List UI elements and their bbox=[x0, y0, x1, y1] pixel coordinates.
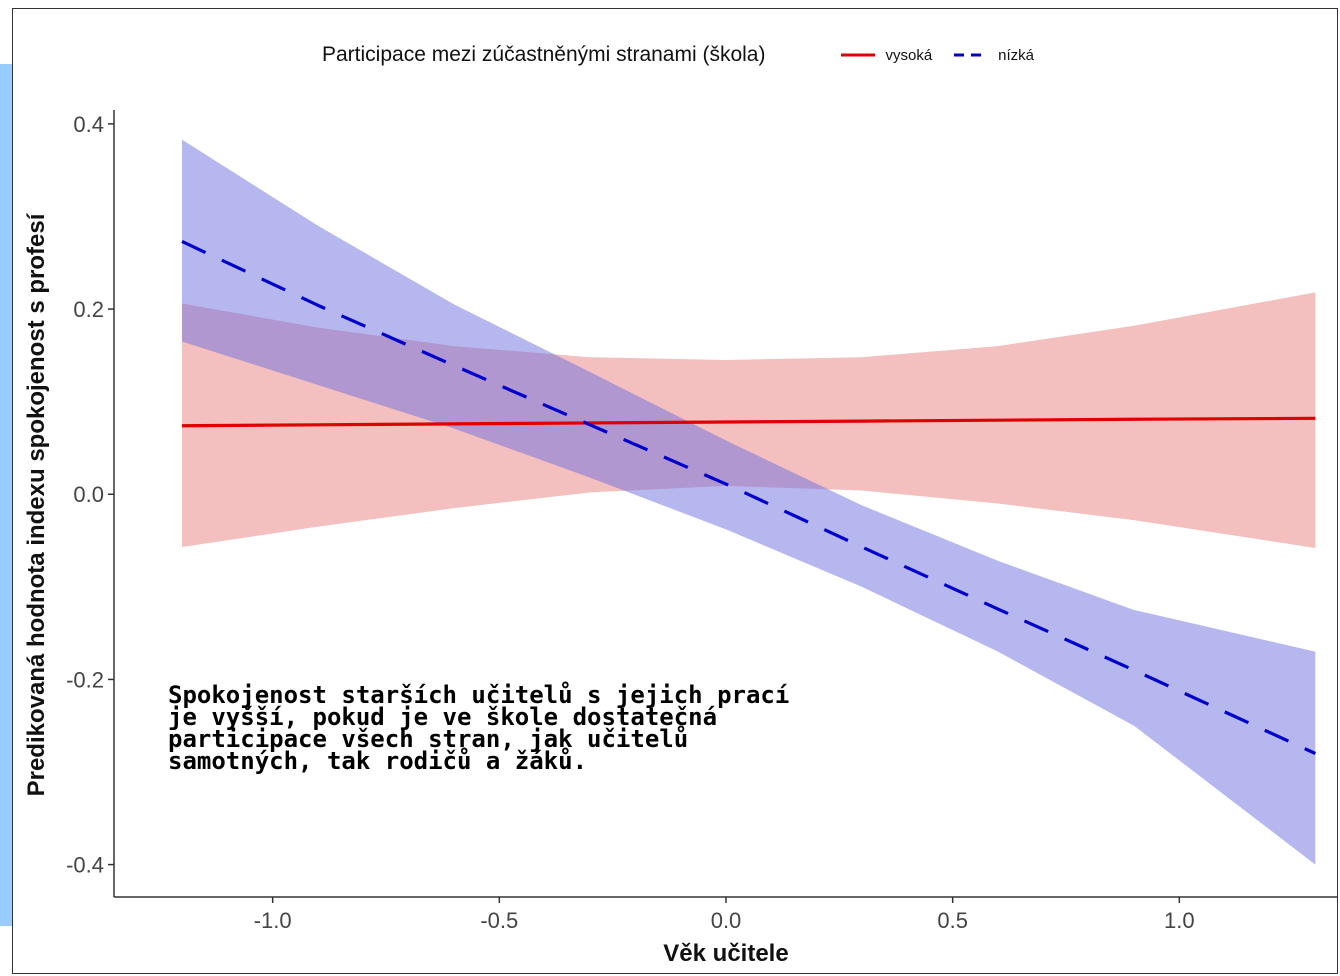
y-tick-label: 0.0 bbox=[73, 482, 104, 507]
y-tick-label: -0.2 bbox=[66, 667, 104, 692]
legend-item-nizka: nízká bbox=[954, 47, 1034, 64]
side-accent-bar bbox=[0, 64, 12, 926]
confidence-band-nizka bbox=[182, 139, 1316, 865]
annotation-line-4: samotných, tak rodičů a žáků. bbox=[168, 747, 588, 775]
x-tick-label: 0.5 bbox=[937, 908, 968, 933]
annotation-line-2: je vyšší, pokud je ve škole dostatečná bbox=[168, 703, 718, 731]
y-tick-label: 0.4 bbox=[73, 112, 104, 137]
x-tick-label: 1.0 bbox=[1164, 908, 1195, 933]
annotation-line-3: participace všech stran, jak učitelů bbox=[168, 725, 689, 753]
x-tick-label: -0.5 bbox=[480, 908, 518, 933]
annotation-text: Spokojenost starších učitelů s jejich pr… bbox=[168, 681, 808, 775]
legend-key-dashed-line bbox=[954, 53, 989, 57]
legend-label-nizka: nízká bbox=[998, 46, 1035, 64]
series-line-nizka bbox=[181, 240, 1317, 755]
x-axis-title: Věk učitele bbox=[663, 940, 788, 967]
y-tick-label: 0.2 bbox=[73, 297, 104, 322]
legend-title: Participace mezi zúčastněnými stranami (… bbox=[322, 43, 766, 66]
annotation-line-1: Spokojenost starších učitelů s jejich pr… bbox=[168, 681, 790, 709]
legend-key-solid-line bbox=[841, 53, 876, 57]
legend-label-vysoka: vysoká bbox=[885, 46, 933, 64]
series-line-vysoka bbox=[181, 416, 1316, 428]
x-tick-label: 0.0 bbox=[711, 908, 742, 933]
y-axis-title: Predikovaná hodnota indexu spokojenost s… bbox=[23, 212, 50, 796]
y-tick-label: -0.4 bbox=[66, 853, 104, 878]
legend-item-vysoka: vysoká bbox=[841, 47, 932, 64]
legend: Participace mezi zúčastněnými stranami (… bbox=[322, 40, 1056, 70]
x-tick-label: -1.0 bbox=[254, 908, 292, 933]
